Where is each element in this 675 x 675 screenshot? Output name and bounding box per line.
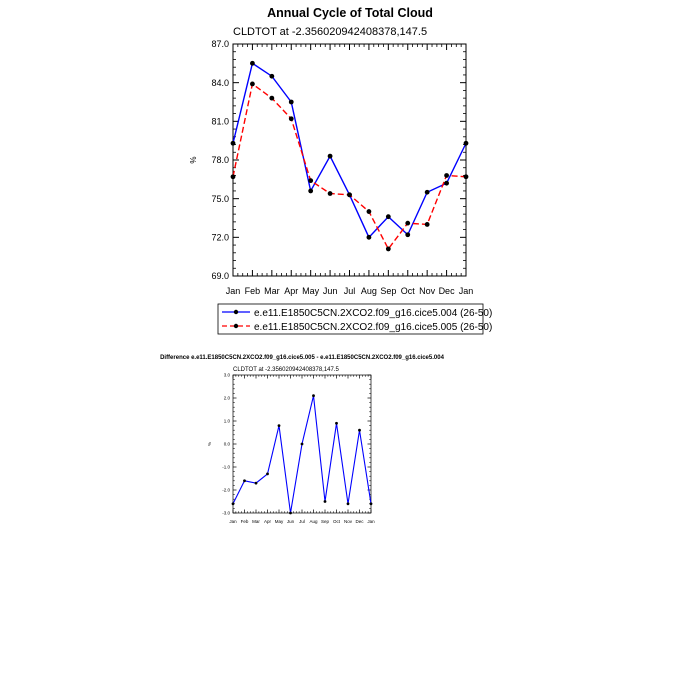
series-1-point	[300, 442, 304, 446]
series-1-point	[424, 189, 430, 195]
series-1-point	[230, 140, 236, 146]
y-tick-label: 78.0	[211, 155, 229, 165]
chart2-subtitle: CLDTOT at -2.356020942408378,147.5	[233, 367, 340, 373]
series-1-point	[231, 502, 235, 506]
y-tick-label: 0.0	[224, 442, 231, 447]
series-1-point	[358, 428, 361, 432]
x-tick-label: Jan	[459, 286, 474, 296]
chart1-subtitle: CLDTOT at -2.356020942408378,147.5	[233, 26, 427, 38]
series-1-point	[308, 188, 314, 194]
chart-difference: Difference e.e11.E1850C5CN.2XCO2.f09_g16…	[160, 355, 445, 524]
y-tick-label: 75.0	[211, 194, 229, 204]
series-1-point	[444, 180, 449, 186]
chart-annual-cycle: Annual Cycle of Total Cloud CLDTOT at -2…	[189, 6, 492, 335]
series-1-point	[369, 502, 373, 506]
series-1-point	[254, 481, 258, 485]
x-tick-label: Dec	[439, 286, 456, 296]
legend-entry-series-2: e.e11.E1850C5CN.2XCO2.f09_g16.cice5.005 …	[222, 322, 492, 333]
x-tick-label: Apr	[284, 286, 298, 296]
series-2-point	[347, 192, 352, 198]
series-2-point	[288, 116, 294, 122]
x-tick-label: Mar	[264, 286, 280, 296]
y-tick-label: 84.0	[211, 78, 229, 88]
legend-marker-series-1	[233, 309, 239, 315]
series-1-point	[405, 232, 411, 238]
x-tick-label: Jul	[299, 519, 305, 524]
series-2-point	[366, 209, 372, 214]
series-1-point	[266, 472, 269, 476]
y-tick-label: -2.0	[222, 488, 230, 493]
legend-marker-series-2	[233, 323, 239, 329]
y-tick-label: -1.0	[222, 465, 230, 470]
x-tick-label: Jun	[287, 519, 295, 524]
x-tick-label: Jul	[344, 286, 356, 296]
series-1-point	[289, 511, 292, 515]
x-tick-label: Jan	[226, 286, 241, 296]
x-tick-label: Aug	[361, 286, 377, 296]
series-2-point	[230, 174, 236, 180]
x-tick-label: May	[302, 286, 320, 296]
x-tick-label: Mar	[252, 519, 260, 524]
series-2-point	[250, 81, 255, 87]
series-2-point	[424, 222, 430, 227]
series-2-point	[405, 220, 411, 226]
y-tick-label: 3.0	[224, 373, 231, 378]
series-2-point	[385, 246, 391, 252]
series-line-1	[232, 395, 372, 514]
x-tick-label: Sep	[380, 286, 396, 296]
x-tick-label: Oct	[401, 286, 416, 296]
y-tick-label: -3.0	[222, 511, 230, 516]
y-tick-label: 81.0	[211, 116, 229, 126]
series-1-point	[288, 99, 294, 105]
x-tick-label: Dec	[355, 519, 364, 524]
x-tick-label: Jan	[229, 519, 237, 524]
x-tick-label: Nov	[344, 519, 353, 524]
series-1-point	[346, 502, 350, 506]
x-tick-label: Apr	[264, 519, 272, 524]
y-tick-label: 2.0	[224, 396, 231, 401]
x-tick-label: Nov	[419, 286, 436, 296]
series-1-point	[277, 424, 281, 427]
y-tick-label: 87.0	[211, 39, 229, 49]
chart1-ylabel: %	[189, 156, 198, 163]
series-2-point	[327, 191, 333, 196]
chart1-legend-box	[217, 303, 484, 335]
x-tick-label: Aug	[309, 519, 318, 524]
y-tick-label: 1.0	[224, 419, 231, 424]
x-tick-label: Oct	[333, 519, 341, 524]
legend-label-series-2: e.e11.E1850C5CN.2XCO2.f09_g16.cice5.005 …	[254, 322, 492, 333]
legend-label-series-1: e.e11.E1850C5CN.2XCO2.f09_g16.cice5.004 …	[254, 308, 492, 319]
series-line-1	[232, 62, 467, 239]
y-tick-label: 72.0	[211, 232, 229, 242]
legend-entry-series-1: e.e11.E1850C5CN.2XCO2.f09_g16.cice5.004 …	[222, 308, 492, 319]
series-2-point	[269, 95, 275, 101]
series-2-point	[444, 173, 449, 178]
series-1-point	[250, 60, 255, 66]
series-1-point	[327, 153, 333, 159]
series-1-point	[366, 234, 372, 240]
x-tick-label: Jan	[367, 519, 375, 524]
series-1-point	[312, 394, 315, 398]
series-line-2	[232, 82, 467, 251]
x-tick-label: May	[275, 519, 284, 524]
series-1-point	[323, 500, 327, 503]
x-tick-label: Jun	[323, 286, 338, 296]
y-tick-label: 69.0	[211, 271, 229, 281]
series-1-point	[269, 73, 275, 79]
chart2-title: Difference e.e11.E1850C5CN.2XCO2.f09_g16…	[160, 355, 445, 361]
x-tick-label: Feb	[241, 519, 249, 524]
series-1-point	[385, 214, 391, 220]
series-2-point	[308, 178, 314, 184]
series-1-point	[463, 140, 469, 146]
series-1-point	[335, 421, 338, 425]
x-tick-label: Feb	[245, 286, 261, 296]
chart1-title: Annual Cycle of Total Cloud	[267, 6, 433, 20]
chart2-ylabel: %	[207, 442, 212, 446]
x-tick-label: Sep	[321, 519, 330, 524]
series-1-point	[243, 479, 246, 483]
series-2-point	[463, 174, 469, 180]
chart1-plot-frame	[232, 43, 467, 277]
